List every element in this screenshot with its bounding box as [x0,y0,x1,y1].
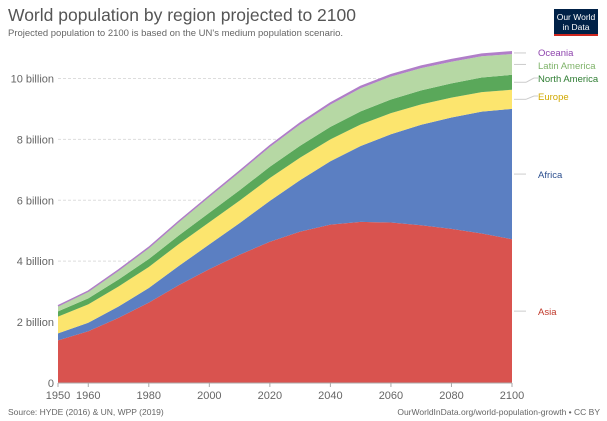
y-tick-label: 0 [48,378,54,390]
area-africa[interactable] [58,108,512,341]
x-tick-label: 2000 [197,390,221,402]
y-tick-label: 6 billion [17,195,54,207]
area-latin-america[interactable] [58,54,512,312]
source-note: Source: HYDE (2016) & UN, WPP (2019) [8,407,164,417]
source-url[interactable]: OurWorldInData.org/world-population-grow… [397,407,600,417]
axis-layer: 0 2 billion 4 billion 6 billion 8 billion 10 … [11,73,525,402]
area-north-america[interactable] [58,74,512,317]
x-tick-label: 2060 [379,390,403,402]
legend-label-europe[interactable]: Europe [538,92,569,103]
legend-layer: Asia Africa Europe North America Latin Ameri… [514,48,599,318]
legend-connector [525,95,535,100]
x-tick-label: 2100 [500,390,524,402]
y-tick-label: 10 billion [11,73,54,85]
x-tick-label: 2020 [258,390,282,402]
x-tick-label: 2040 [318,390,342,402]
logo-line-1: Our World [556,11,596,22]
owid-logo[interactable]: Our World in Data [554,9,598,36]
area-europe[interactable] [58,89,512,334]
oceania-outline [57,51,513,307]
legend-label-latin-america[interactable]: Latin America [538,61,596,72]
legend-label-oceania[interactable]: Oceania [538,48,574,59]
x-tick-label: 2080 [439,390,463,402]
legend-label-africa[interactable]: Africa [538,170,563,181]
y-tick-label: 8 billion [17,134,54,146]
x-tick-label: 1950 [46,390,70,402]
legend-connector [525,77,535,83]
legend-label-asia[interactable]: Asia [538,307,557,318]
x-tick-label: 1960 [76,390,100,402]
y-tick-label: 2 billion [17,317,54,329]
logo-line-2: in Data [562,21,590,32]
chart-title: World population by region projected to … [8,5,356,25]
area-layer [57,51,513,383]
y-tick-label: 4 billion [17,256,54,268]
area-asia[interactable] [58,221,512,383]
x-tick-label: 1980 [137,390,161,402]
chart-subtitle: Projected population to 2100 is based on… [8,28,344,39]
legend-label-north-america[interactable]: North America [538,74,599,85]
